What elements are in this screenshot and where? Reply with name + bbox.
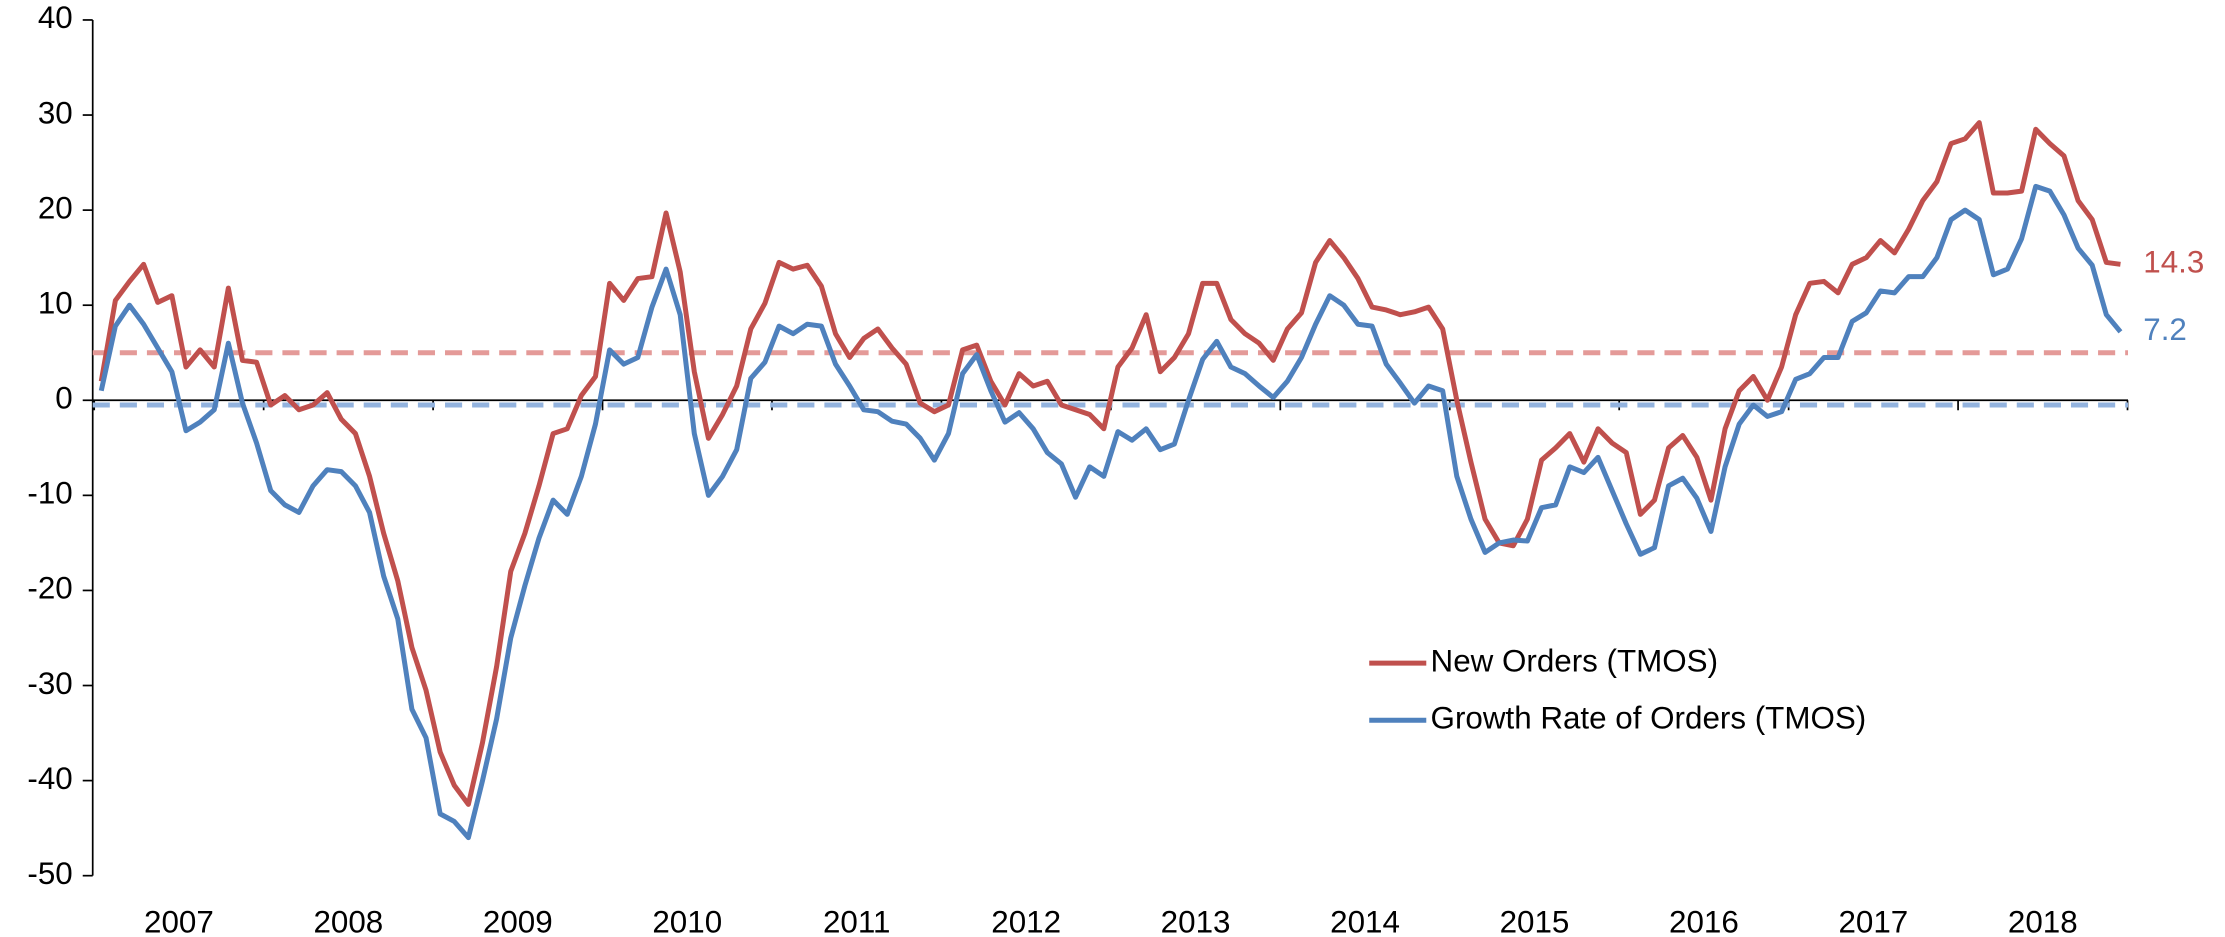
x-tick-label: 2013 — [1161, 904, 1231, 937]
y-tick-label: -10 — [27, 476, 72, 511]
series-line — [98, 120, 2121, 807]
x-tick-label: 2018 — [2008, 904, 2078, 937]
x-tick-label: 2016 — [1669, 904, 1739, 937]
end-value-label: 7.2 — [2143, 312, 2187, 347]
x-tick-label: 2008 — [313, 904, 383, 937]
x-tick-label: 2012 — [991, 904, 1061, 937]
x-tick-label: 2007 — [144, 904, 214, 937]
y-tick-label: 10 — [38, 285, 73, 320]
x-tick-label: 2015 — [1500, 904, 1570, 937]
y-tick-label: -20 — [27, 571, 72, 606]
y-tick-label: 20 — [38, 190, 73, 225]
y-tick-label: 30 — [38, 95, 73, 130]
y-tick-label: 0 — [55, 381, 72, 416]
legend-label: New Orders (TMOS) — [1431, 643, 1718, 678]
x-tick-label: 2010 — [652, 904, 722, 937]
legend-label: Growth Rate of Orders (TMOS) — [1431, 701, 1867, 736]
y-tick-label: -40 — [27, 761, 72, 796]
x-tick-label: 2014 — [1330, 904, 1400, 937]
y-tick-label: -30 — [27, 666, 72, 701]
y-tick-label: 40 — [38, 0, 73, 35]
series-line — [98, 183, 2123, 841]
end-value-label: 14.3 — [2143, 245, 2204, 280]
x-tick-label: 2011 — [823, 904, 890, 937]
x-tick-label: 2009 — [483, 904, 553, 937]
y-tick-label: -50 — [27, 856, 72, 891]
x-tick-label: 2017 — [1838, 904, 1908, 937]
